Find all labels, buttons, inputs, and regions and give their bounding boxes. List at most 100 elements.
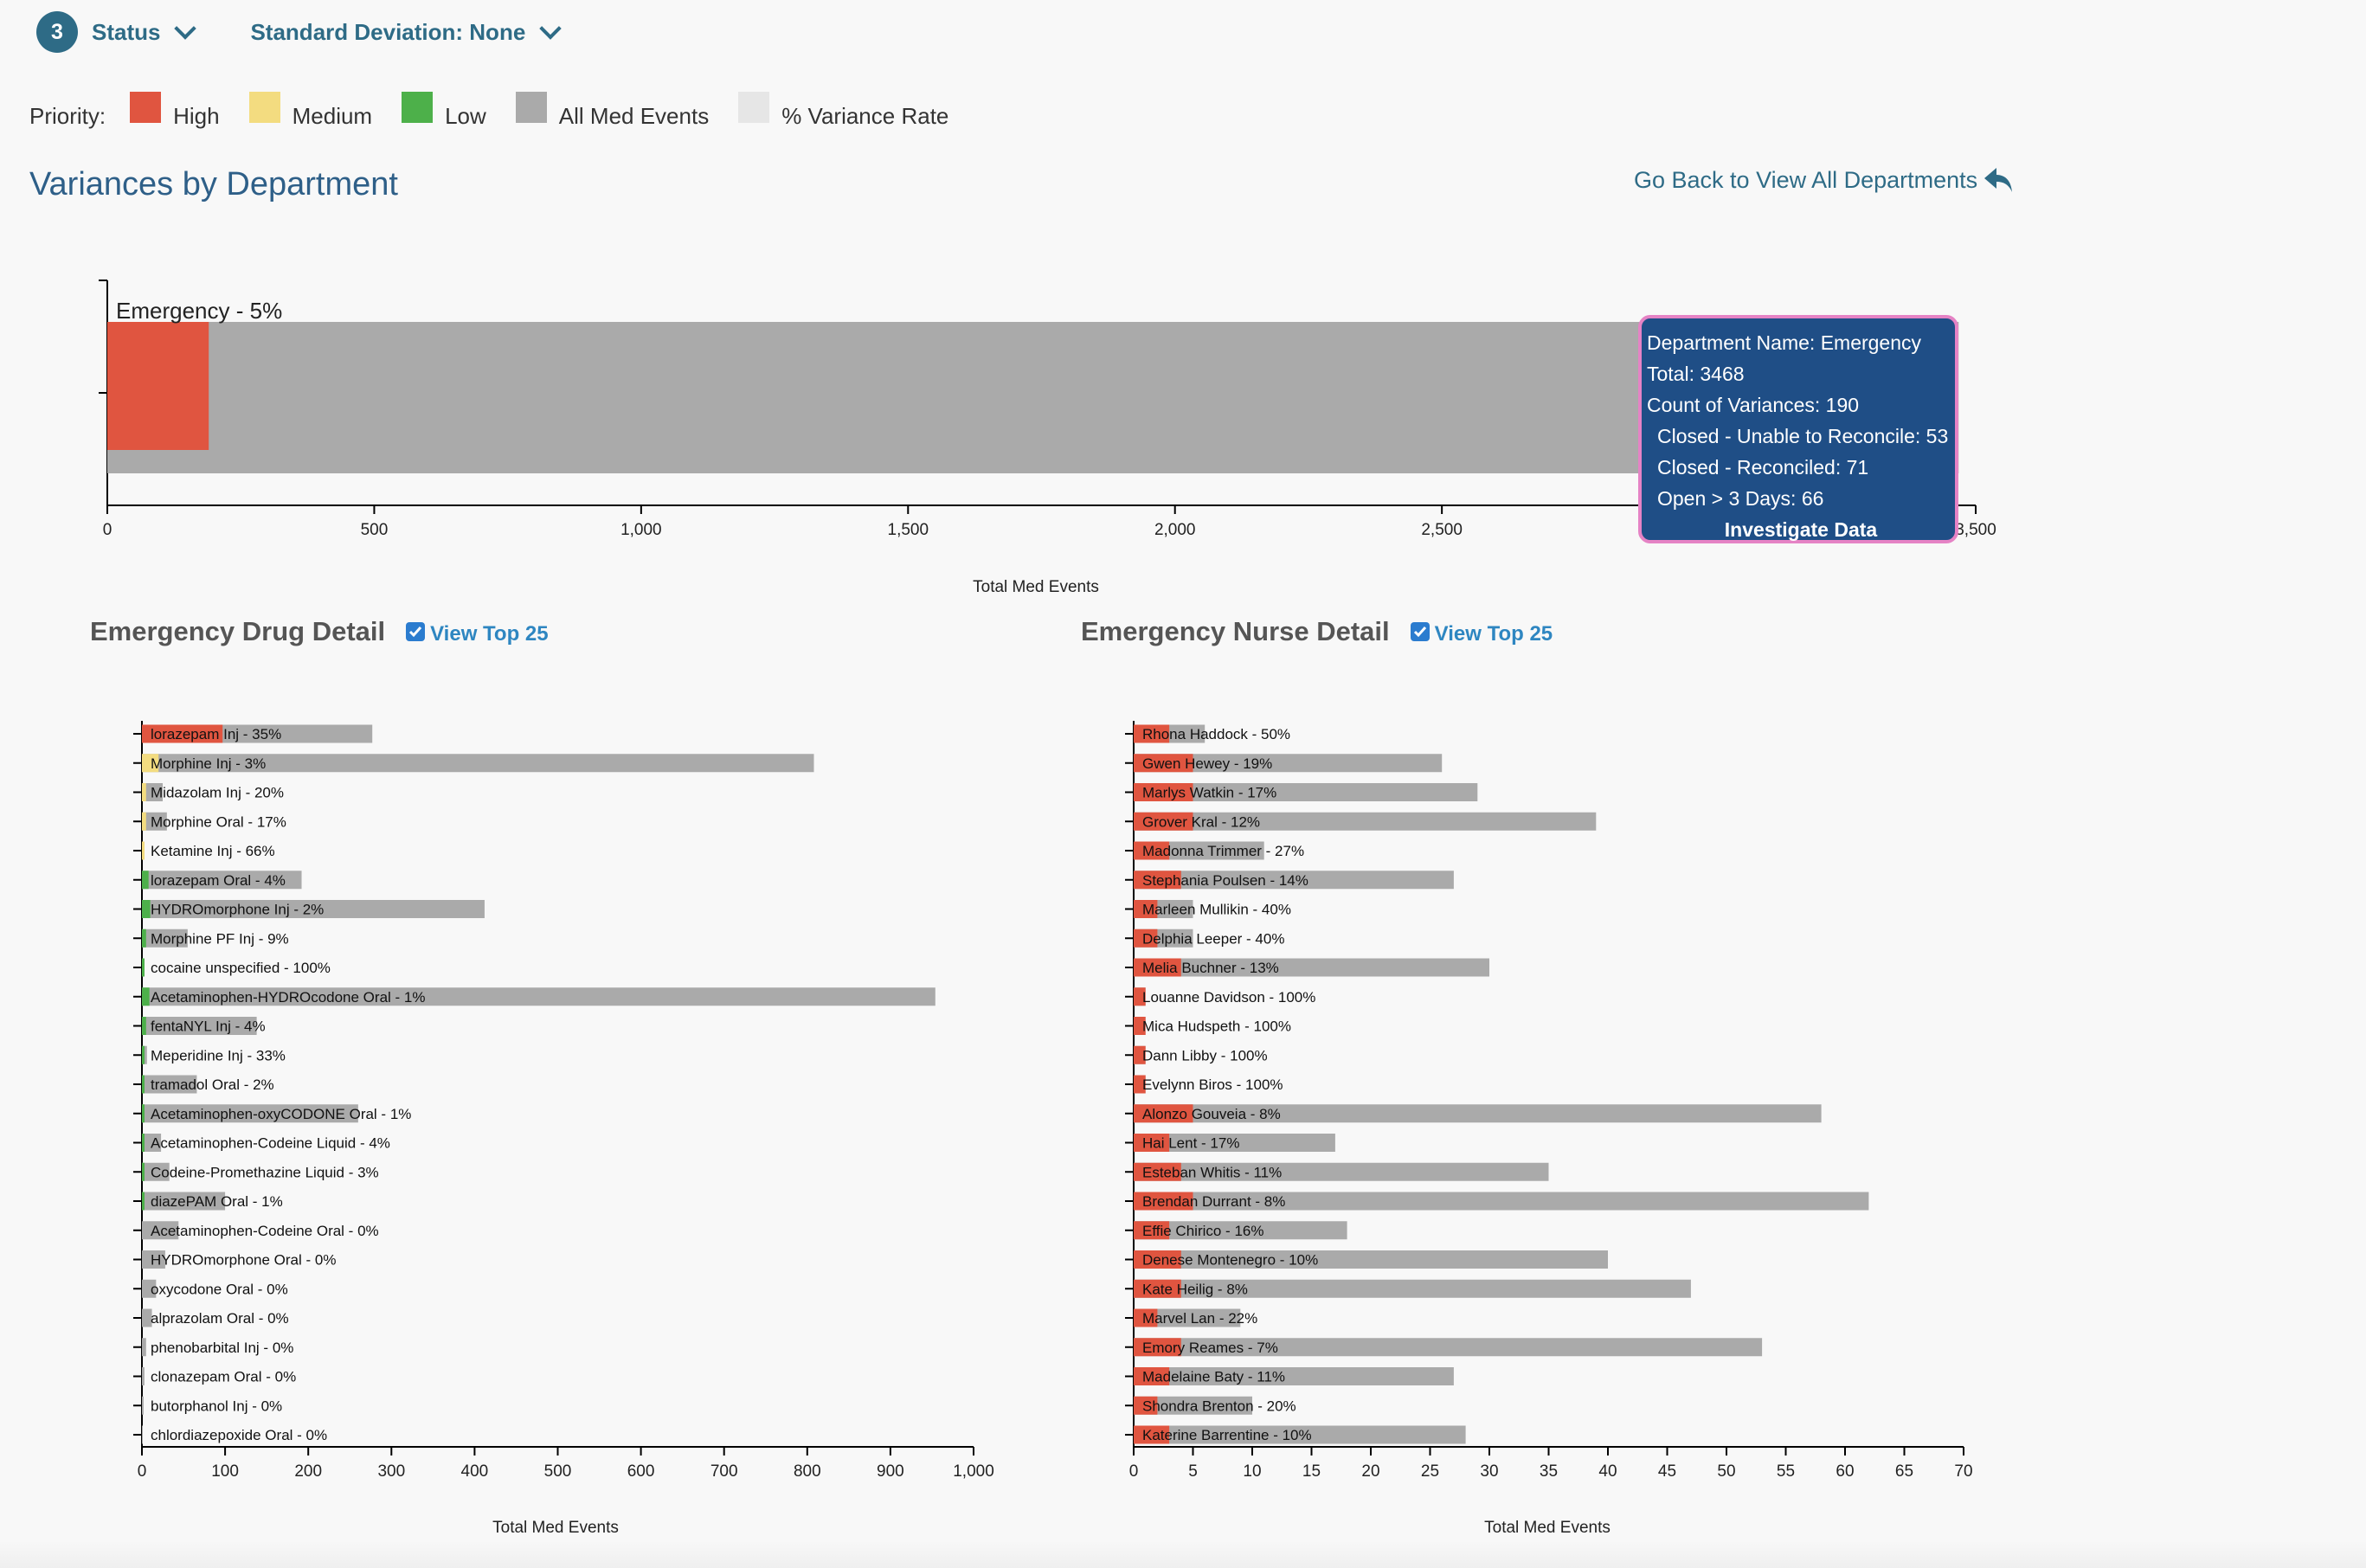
bar-variance <box>142 754 159 773</box>
drug-top25-toggle[interactable]: View Top 25 <box>406 617 549 646</box>
x-tick-label: 100 <box>211 1462 239 1481</box>
bar-total <box>142 987 935 1006</box>
bar-label: Midazolam Inj - 20% <box>151 785 284 801</box>
bar-label: Grover Kral - 12% <box>1142 813 1260 830</box>
tooltip-department: Department Name: Emergency <box>1647 331 1922 354</box>
bar-total <box>1134 1104 1822 1123</box>
bar-label: Brendan Durrant - 8% <box>1142 1193 1285 1210</box>
bar-total <box>142 1104 358 1123</box>
bar-total <box>1134 1162 1549 1181</box>
investigate-data-button[interactable]: Investigate Data <box>1724 518 1878 541</box>
bar-variance <box>1134 841 1170 860</box>
x-tick-label: 800 <box>794 1462 821 1481</box>
bar-total <box>1134 1338 1763 1357</box>
x-axis-title: Total Med Events <box>973 578 1099 596</box>
bar-total <box>142 1075 197 1094</box>
x-tick-label: 500 <box>361 521 389 539</box>
x-tick-label: 1,500 <box>888 521 929 539</box>
x-tick-label: 50 <box>1717 1462 1735 1481</box>
legend-item-all-med-events: All Med Events <box>515 92 710 130</box>
bar-variance <box>1134 871 1181 890</box>
x-tick-label: 3,500 <box>1955 521 1996 539</box>
tooltip-open: Open > 3 Days: 66 <box>1657 487 1824 510</box>
nurse-detail-bar-chart: Rhona Haddock - 50% Gwen Hewey - 19% Marly… <box>1125 721 1973 1537</box>
bar-total <box>142 1017 257 1035</box>
nurse-detail-header: Emergency Nurse Detail View Top 25 <box>1081 616 1553 647</box>
bar-variance <box>1134 1396 1158 1415</box>
category-label: Emergency - 5% <box>116 298 282 324</box>
bar-variance <box>142 812 146 831</box>
bar-label: lorazepam Inj - 35% <box>151 726 281 742</box>
bar-total <box>142 1162 170 1181</box>
x-tick-label: 300 <box>377 1462 405 1481</box>
x-tick-label: 55 <box>1777 1462 1795 1481</box>
x-tick-label: 0 <box>1129 1462 1139 1481</box>
legend-swatch-medium <box>248 92 280 123</box>
bar-label: Madonna Trimmer - 27% <box>1142 843 1304 859</box>
bar-variance <box>1134 1367 1170 1385</box>
bar-variance <box>1134 1425 1170 1444</box>
tooltip-closed-reconciled: Closed - Reconciled: 71 <box>1657 456 1869 479</box>
back-to-all-departments-link[interactable]: Go Back to View All Departments <box>1634 164 2016 196</box>
bar-variance <box>142 724 223 743</box>
checkbox-checked-icon[interactable] <box>406 622 426 641</box>
page-title: Variances by Department <box>29 166 398 202</box>
bar-total <box>142 1279 157 1298</box>
tooltip-total: Total: 3468 <box>1647 363 1745 385</box>
legend-text: All Med Events <box>558 103 710 129</box>
bar-total <box>142 1192 226 1211</box>
legend-item-medium: Medium <box>248 92 372 130</box>
drug-detail-title: Emergency Drug Detail <box>90 616 386 646</box>
x-axis-title: Total Med Events <box>492 1519 619 1537</box>
status-dropdown[interactable]: Status <box>92 17 197 46</box>
bar-label: Marvel Lan - 22% <box>1142 1310 1257 1327</box>
bar-label: Melia Buchner - 13% <box>1142 960 1279 976</box>
bar-total <box>1134 1134 1335 1152</box>
bar-label: Evelynn Biros - 100% <box>1142 1076 1283 1093</box>
bar-variance <box>1134 1308 1158 1327</box>
bar-label: butorphanol Inj - 0% <box>151 1398 282 1414</box>
bar-label: Katerine Barrentine - 10% <box>1142 1427 1312 1443</box>
drug-top25-label: View Top 25 <box>430 622 549 646</box>
bar-label: Dann Libby - 100% <box>1142 1047 1268 1064</box>
checkbox-checked-icon[interactable] <box>1410 622 1430 641</box>
std-dev-dropdown[interactable]: Standard Deviation: None <box>250 17 563 46</box>
bar-label: fentaNYL Inj - 4% <box>151 1019 266 1035</box>
bar-total <box>142 1367 145 1385</box>
bar-label: Madelaine Baty - 11% <box>1142 1369 1285 1385</box>
bar-variance <box>1134 1279 1181 1298</box>
x-axis-title: Total Med Events <box>1484 1519 1611 1537</box>
bar-label: Kate Heilig - 8% <box>1142 1281 1248 1297</box>
bar-label: Hai Lent - 17% <box>1142 1135 1239 1152</box>
bar-label: oxycodone Oral - 0% <box>151 1281 288 1297</box>
x-tick-label: 900 <box>877 1462 904 1481</box>
bar-label: HYDROmorphone Inj - 2% <box>151 902 324 918</box>
bar-total <box>142 1250 165 1269</box>
bar-total <box>142 1396 144 1415</box>
nurse-top25-toggle[interactable]: View Top 25 <box>1410 617 1553 646</box>
bar-variance <box>1134 1045 1146 1064</box>
bar-total <box>142 783 164 801</box>
bar-variance <box>142 841 145 860</box>
x-tick-label: 65 <box>1895 1462 1913 1481</box>
x-tick-label: 40 <box>1598 1462 1617 1481</box>
bar-variance <box>1134 900 1158 918</box>
bar-total <box>1134 1425 1466 1444</box>
bar-variance <box>1134 1192 1193 1211</box>
nurse-detail-title: Emergency Nurse Detail <box>1081 616 1390 646</box>
bar-label: Emory Reames - 7% <box>1142 1340 1278 1356</box>
legend-item-high: High <box>130 92 220 130</box>
bar-label: Acetaminophen-Codeine Oral - 0% <box>151 1223 379 1239</box>
bar-total <box>142 1308 152 1327</box>
bar-label: Meperidine Inj - 33% <box>151 1047 286 1064</box>
bar-total <box>142 871 302 890</box>
x-tick-label: 20 <box>1361 1462 1379 1481</box>
bar-label: alprazolam Oral - 0% <box>151 1310 289 1327</box>
bar-high-variance <box>107 322 209 450</box>
bar-label: Ketamine Inj - 66% <box>151 843 275 859</box>
bar-total <box>1134 1192 1869 1211</box>
bar-total <box>1134 783 1478 801</box>
x-tick-label: 10 <box>1243 1462 1261 1481</box>
bar-variance <box>142 1192 145 1211</box>
bar-variance <box>142 1134 145 1152</box>
